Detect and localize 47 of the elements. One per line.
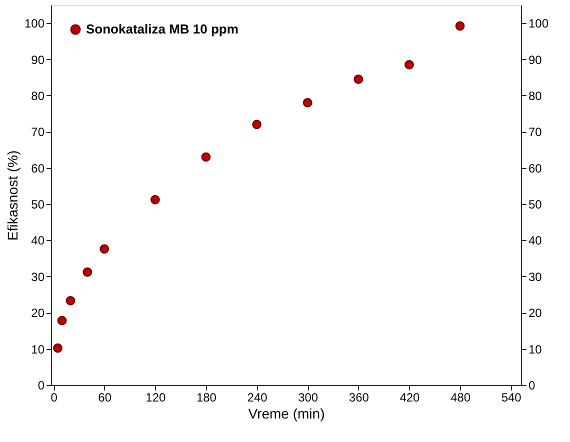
y2-tick-label: 80: [528, 88, 542, 103]
point: [66, 296, 76, 306]
x-tick-label: 360: [348, 390, 370, 404]
y2-tick-label: 100: [528, 16, 549, 31]
y-tick-label: 100: [24, 16, 45, 31]
x-tick-label: 60: [98, 390, 112, 404]
x-tick-label: 0: [50, 390, 58, 404]
x-tick-label: 480: [450, 390, 471, 404]
y2-tick-label: 0: [528, 378, 536, 392]
point: [354, 74, 364, 84]
y-tick-label: 10: [31, 342, 45, 356]
y-tick-label: 50: [31, 198, 45, 212]
point: [404, 60, 414, 70]
y-tick-label: 20: [31, 306, 45, 320]
point: [82, 267, 92, 277]
y-tick-label: 80: [31, 88, 45, 103]
y-tick-label: 30: [31, 270, 45, 284]
y2-tick-label: 30: [528, 270, 542, 284]
point: [455, 21, 465, 31]
x-tick-label: 240: [247, 390, 268, 404]
point: [57, 316, 67, 326]
y-tick-label: 70: [31, 125, 45, 140]
x-tick-label: 420: [400, 390, 420, 404]
y-tick-label: 90: [31, 52, 45, 67]
y-axis-title: Efikasnost (%): [4, 150, 20, 241]
x-axis-title: Vreme (min): [248, 406, 325, 422]
y2-tick-label: 40: [528, 234, 542, 248]
point: [201, 152, 211, 162]
point: [150, 195, 160, 204]
y2-tick-label: 70: [528, 125, 542, 140]
point: [252, 120, 262, 130]
y2-tick-label: 90: [528, 52, 542, 67]
x-tick-label: 180: [196, 390, 217, 404]
y-tick-label: 40: [31, 234, 45, 248]
y-tick-label: 60: [31, 161, 45, 176]
legend-label: Sonokataliza MB 10 ppm: [86, 22, 238, 36]
x-tick-label: 120: [146, 390, 166, 404]
point: [100, 244, 110, 254]
point: [53, 343, 62, 353]
y2-tick-label: 50: [528, 198, 542, 212]
x-tick-label: 300: [298, 390, 318, 404]
y2-tick-label: 60: [528, 161, 542, 176]
y2-tick-label: 20: [528, 306, 542, 320]
y2-tick-label: 10: [528, 342, 542, 356]
x-tick-label: 540: [501, 390, 522, 404]
point: [302, 98, 312, 108]
y-tick-label: 0: [38, 378, 45, 392]
